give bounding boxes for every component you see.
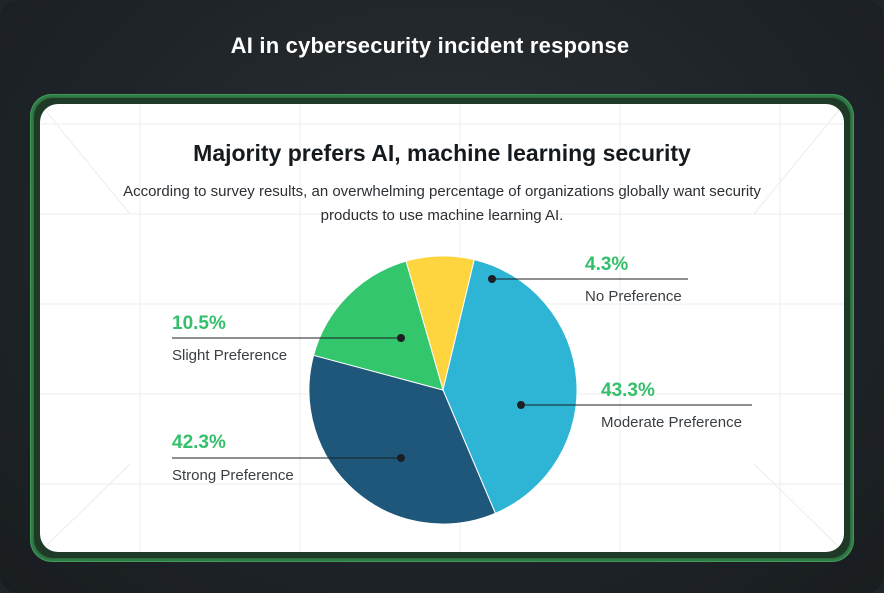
leader-dot-no-preference xyxy=(488,275,496,283)
chart-card: Majority prefers AI, machine learning se… xyxy=(40,104,844,552)
label-value-moderate-preference: 43.3% xyxy=(601,380,655,401)
label-name-no-preference: No Preference xyxy=(585,288,682,305)
pie-slice-moderate-preference xyxy=(442,259,578,515)
pie-slice-strong-preference xyxy=(308,354,497,525)
pie-slice-slight-preference xyxy=(312,260,444,391)
label-value-slight-preference: 10.5% xyxy=(172,313,226,334)
label-name-slight-preference: Slight Preference xyxy=(172,347,288,364)
label-name-moderate-preference: Moderate Preference xyxy=(601,414,742,431)
leader-dot-moderate-preference xyxy=(517,401,525,409)
leader-dot-slight-preference xyxy=(397,334,405,342)
chart-title: Majority prefers AI, machine learning se… xyxy=(193,140,691,166)
pie-chart xyxy=(172,255,752,525)
leader-dot-strong-preference xyxy=(397,454,405,462)
label-value-no-preference: 4.3% xyxy=(585,254,629,275)
label-name-strong-preference: Strong Preference xyxy=(172,467,294,484)
label-value-strong-preference: 42.3% xyxy=(172,432,226,453)
chart-subtitle: According to survey results, an overwhel… xyxy=(123,183,761,224)
page-title: AI in cybersecurity incident response xyxy=(230,33,630,58)
